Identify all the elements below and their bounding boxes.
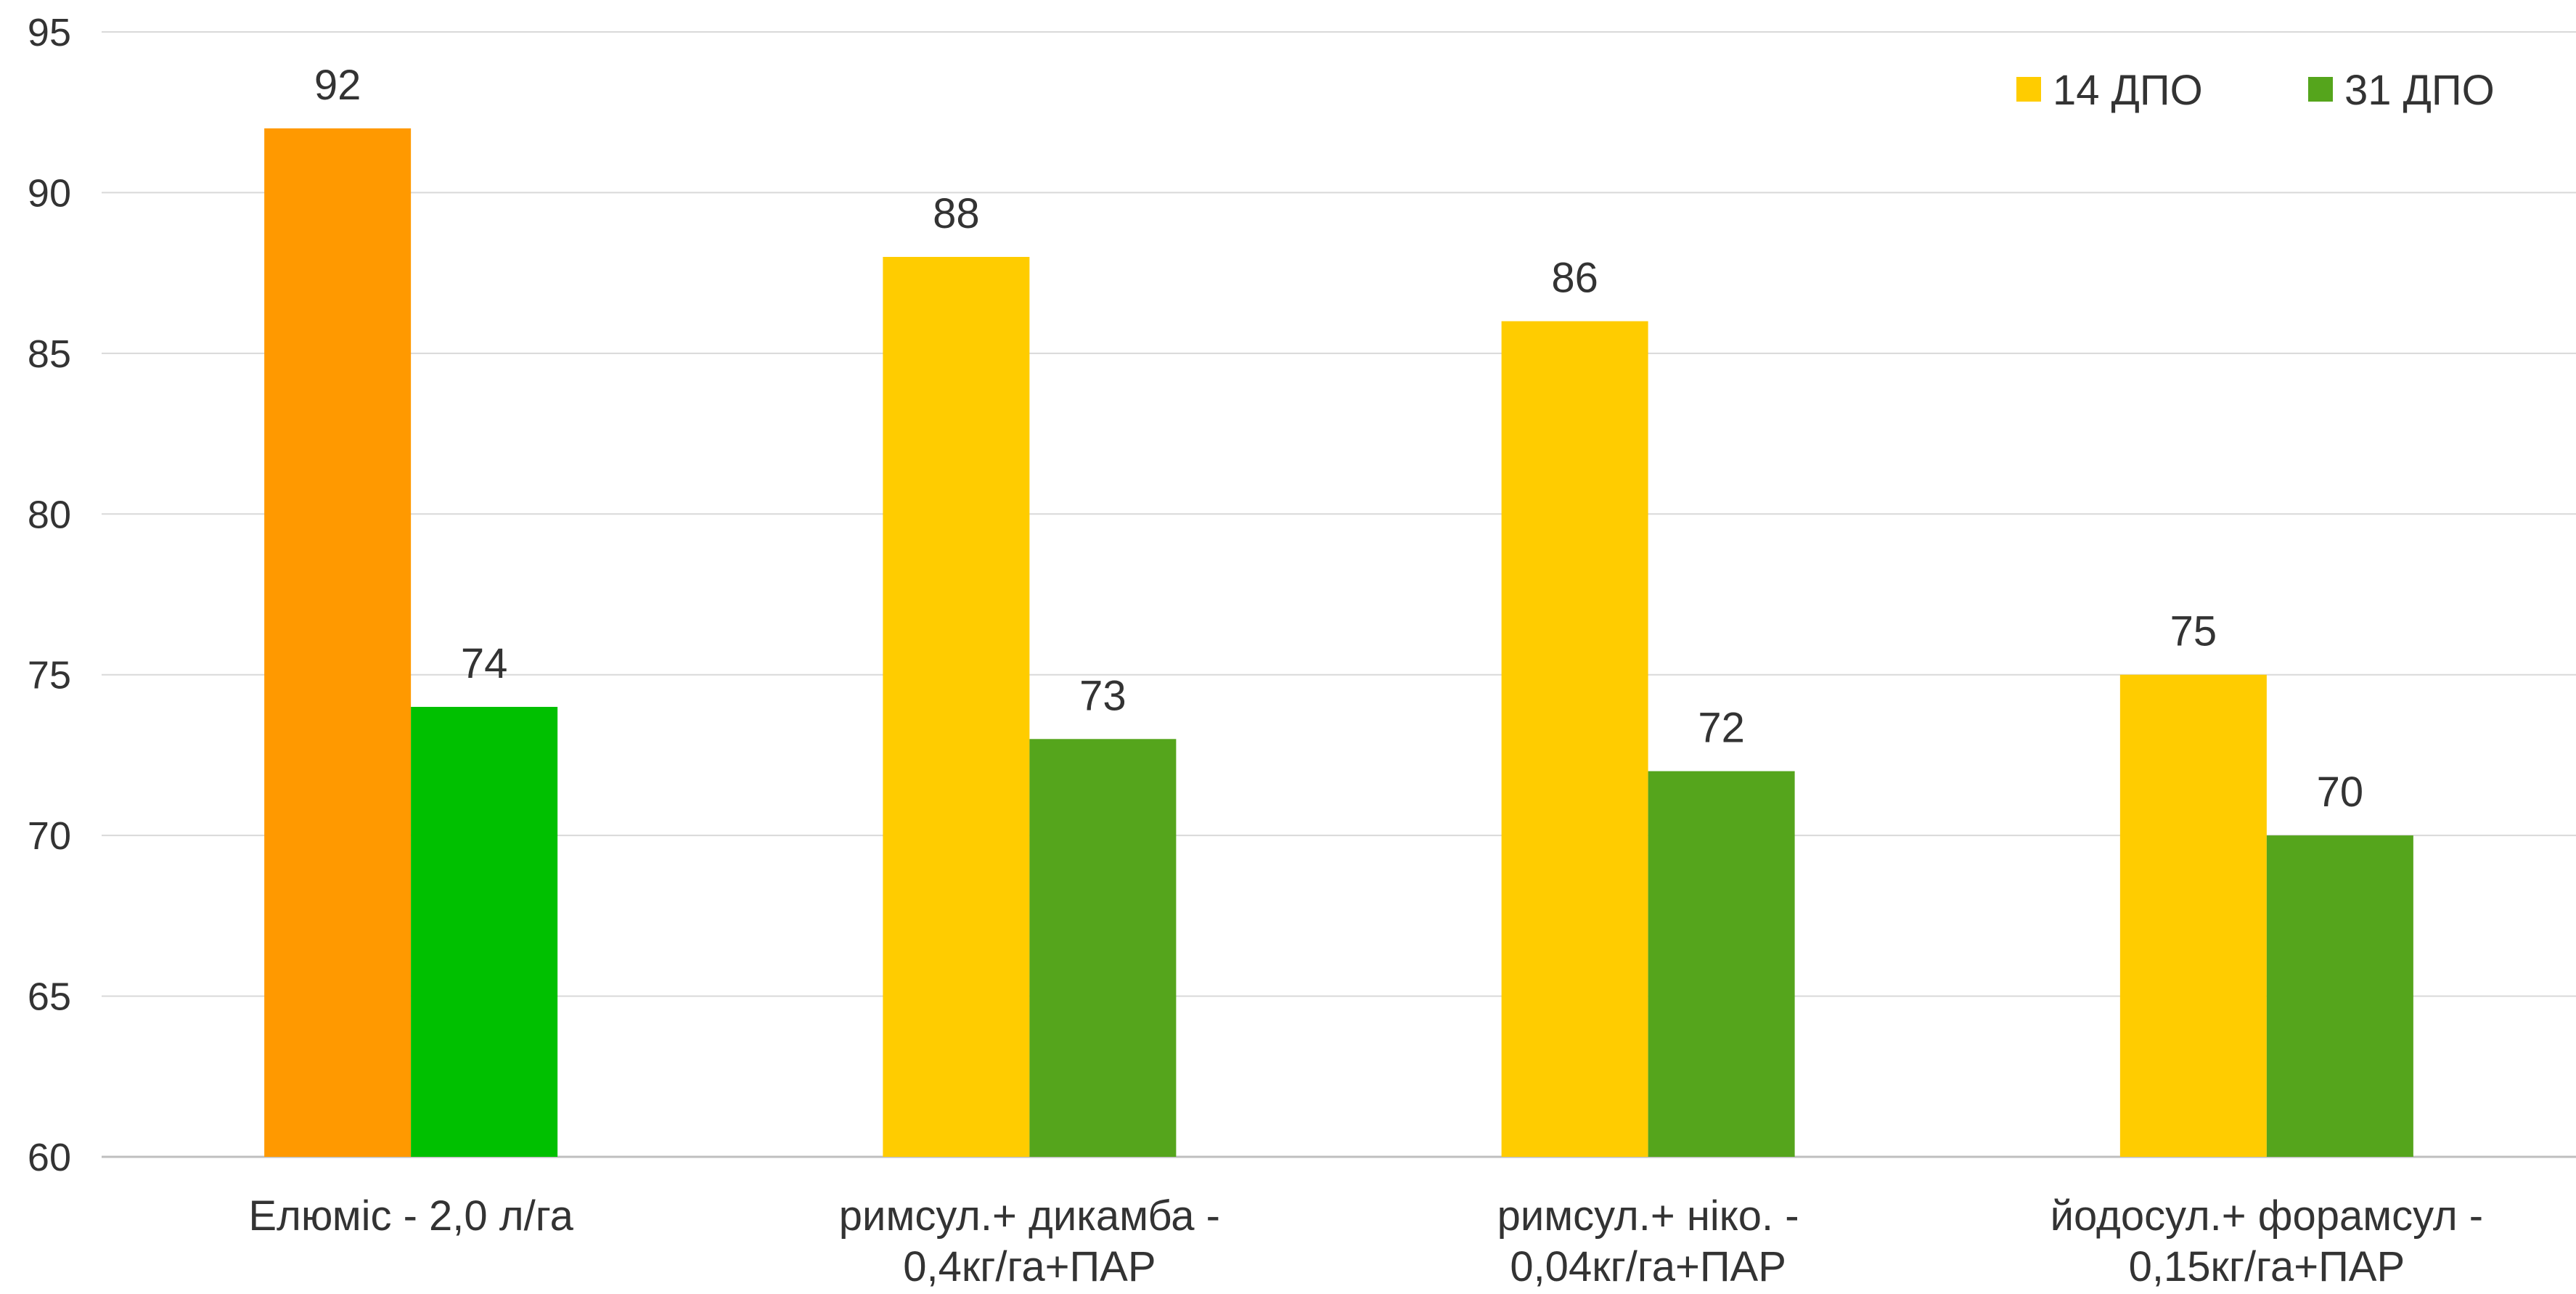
y-tick-label: 70 (28, 814, 71, 858)
y-tick-label: 90 (28, 171, 71, 215)
data-label: 75 (2170, 608, 2217, 655)
bar (2266, 835, 2413, 1157)
bars (264, 128, 2413, 1158)
legend-swatch (2016, 77, 2041, 102)
y-axis: 60 65 70 75 80 85 90 95 (28, 11, 71, 1179)
category-label: римсул.+ дикамба - (839, 1192, 1220, 1240)
bar (1029, 739, 1177, 1157)
data-label: 74 (461, 640, 508, 687)
category-label: йодосул.+ форамсул - (2050, 1192, 2484, 1240)
data-label: 92 (314, 62, 361, 109)
legend-swatch (2308, 77, 2333, 102)
y-tick-label: 60 (28, 1136, 71, 1179)
data-label: 72 (1698, 705, 1745, 752)
y-tick-label: 65 (28, 975, 71, 1019)
data-labels: 92 74 88 73 86 72 75 70 (314, 62, 2363, 816)
y-tick-label: 85 (28, 332, 71, 376)
bar (1648, 771, 1795, 1157)
bar (264, 128, 412, 1157)
x-axis: Елюміс - 2,0 л/га римсул.+ дикамба -0,4кг… (248, 1192, 2483, 1290)
data-label: 70 (2317, 769, 2364, 816)
bar (1501, 321, 1648, 1158)
y-tick-label: 75 (28, 654, 71, 697)
category-label: римсул.+ ніко. - (1497, 1192, 1799, 1240)
y-tick-label: 80 (28, 493, 71, 536)
data-label: 73 (1079, 672, 1127, 719)
legend-label: 14 ДПО (2053, 67, 2203, 114)
category-label: 0,15кг/га+ПАР (2129, 1243, 2405, 1290)
data-label: 88 (933, 190, 980, 237)
bar (411, 707, 558, 1157)
category-label: 0,04кг/га+ПАР (1510, 1243, 1786, 1290)
bar (2119, 674, 2267, 1157)
legend-label: 31 ДПО (2344, 67, 2495, 114)
y-tick-label: 95 (28, 11, 71, 54)
legend: 14 ДПО 31 ДПО (2016, 67, 2495, 114)
bar (883, 257, 1030, 1157)
category-label: Елюміс - 2,0 л/га (248, 1192, 573, 1240)
data-label: 86 (1551, 255, 1598, 302)
category-label: 0,4кг/га+ПАР (903, 1243, 1156, 1290)
